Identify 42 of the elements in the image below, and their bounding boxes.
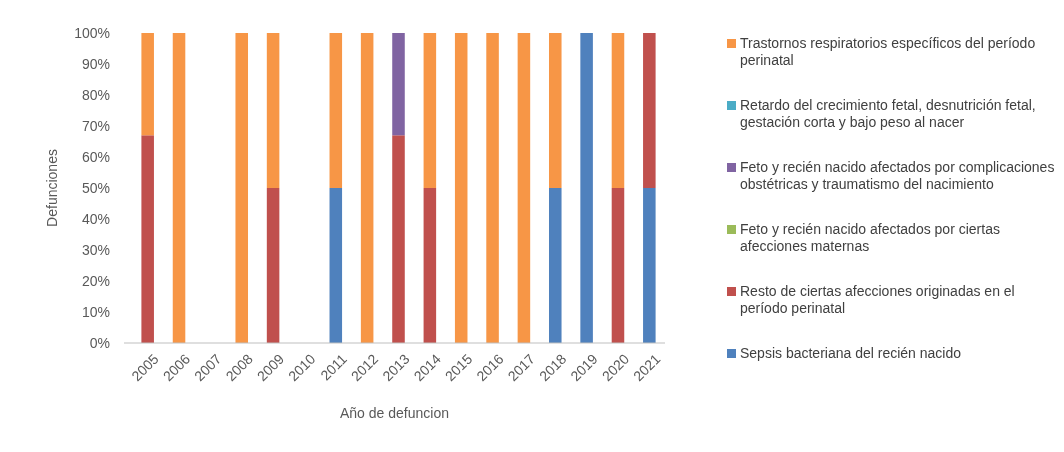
y-tick-label: 100% bbox=[74, 24, 110, 41]
bar bbox=[392, 33, 405, 136]
y-tick-label: 50% bbox=[81, 179, 110, 196]
y-tick-label: 90% bbox=[81, 55, 110, 72]
bar bbox=[360, 33, 374, 343]
bar bbox=[643, 33, 656, 188]
bar bbox=[486, 33, 499, 343]
bar bbox=[611, 33, 625, 188]
y-tick-label: 30% bbox=[81, 241, 110, 258]
bar bbox=[517, 33, 531, 343]
y-tick-label: 60% bbox=[81, 148, 110, 165]
legend-label: Resto de ciertas afecciones originadas en el período perinatal bbox=[740, 283, 1015, 316]
y-tick-label: 40% bbox=[81, 210, 110, 227]
legend-label: Retardo del crecimiento fetal, desnutrición fetal, gestación corta y bajo peso al nacer bbox=[740, 97, 1036, 130]
bar bbox=[329, 188, 343, 343]
bar bbox=[141, 135, 154, 343]
bar bbox=[392, 135, 405, 343]
bar bbox=[454, 33, 468, 343]
legend-label: Trastornos respiratorios específicos del período perinatal bbox=[740, 35, 1036, 68]
bar bbox=[266, 33, 280, 188]
bar bbox=[643, 188, 656, 343]
y-tick-label: 80% bbox=[81, 86, 110, 103]
bar bbox=[548, 188, 562, 343]
legend-label: Feto y recién nacido afectados por ciertas afecciones maternas bbox=[740, 221, 1000, 254]
legend-label: Sepsis bacteriana del recién nacido bbox=[740, 345, 962, 361]
y-tick-label: 70% bbox=[81, 117, 110, 134]
y-tick-label: 0% bbox=[89, 334, 110, 351]
bar bbox=[423, 33, 437, 188]
y-axis-title: Defunciones bbox=[44, 149, 60, 227]
y-tick-label: 20% bbox=[81, 272, 110, 289]
bar bbox=[235, 33, 249, 343]
x-axis-title: Año de defuncion bbox=[340, 405, 449, 421]
bar bbox=[423, 188, 437, 343]
bar bbox=[266, 188, 280, 343]
bar bbox=[329, 33, 343, 188]
legend-label: Feto y recién nacido afectados por complicaciones obstétricas y traumatismo del nacimiento bbox=[740, 159, 1055, 192]
y-tick-label: 10% bbox=[81, 303, 110, 320]
bar bbox=[172, 33, 186, 343]
bar bbox=[580, 33, 593, 343]
bar bbox=[611, 188, 625, 343]
bar bbox=[548, 33, 562, 188]
bar bbox=[141, 33, 154, 136]
